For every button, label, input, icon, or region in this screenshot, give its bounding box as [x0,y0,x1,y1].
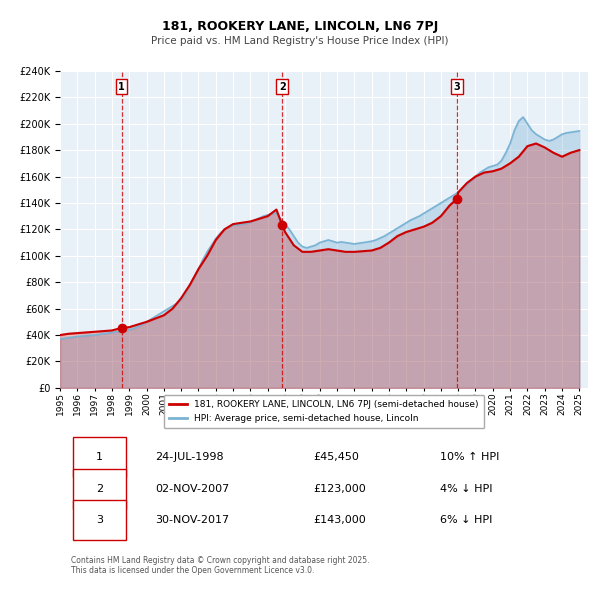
Text: £45,450: £45,450 [313,452,359,462]
FancyBboxPatch shape [73,437,126,477]
Text: 3: 3 [454,81,460,91]
Text: Contains HM Land Registry data © Crown copyright and database right 2025.
This d: Contains HM Land Registry data © Crown c… [71,556,369,575]
Legend: 181, ROOKERY LANE, LINCOLN, LN6 7PJ (semi-detached house), HPI: Average price, s: 181, ROOKERY LANE, LINCOLN, LN6 7PJ (sem… [164,395,484,428]
FancyBboxPatch shape [73,468,126,509]
Text: 02-NOV-2007: 02-NOV-2007 [155,484,229,494]
Text: £143,000: £143,000 [313,515,366,525]
Text: 3: 3 [96,515,103,525]
Text: 1: 1 [118,81,125,91]
Text: 2: 2 [96,484,103,494]
Text: £123,000: £123,000 [313,484,366,494]
Text: 24-JUL-1998: 24-JUL-1998 [155,452,224,462]
FancyBboxPatch shape [73,500,126,540]
Text: 6% ↓ HPI: 6% ↓ HPI [440,515,493,525]
Text: 10% ↑ HPI: 10% ↑ HPI [440,452,500,462]
Text: 1: 1 [96,452,103,462]
Text: Price paid vs. HM Land Registry's House Price Index (HPI): Price paid vs. HM Land Registry's House … [151,37,449,46]
Text: 181, ROOKERY LANE, LINCOLN, LN6 7PJ: 181, ROOKERY LANE, LINCOLN, LN6 7PJ [162,20,438,33]
Text: 4% ↓ HPI: 4% ↓ HPI [440,484,493,494]
Text: 2: 2 [279,81,286,91]
Text: 30-NOV-2017: 30-NOV-2017 [155,515,229,525]
